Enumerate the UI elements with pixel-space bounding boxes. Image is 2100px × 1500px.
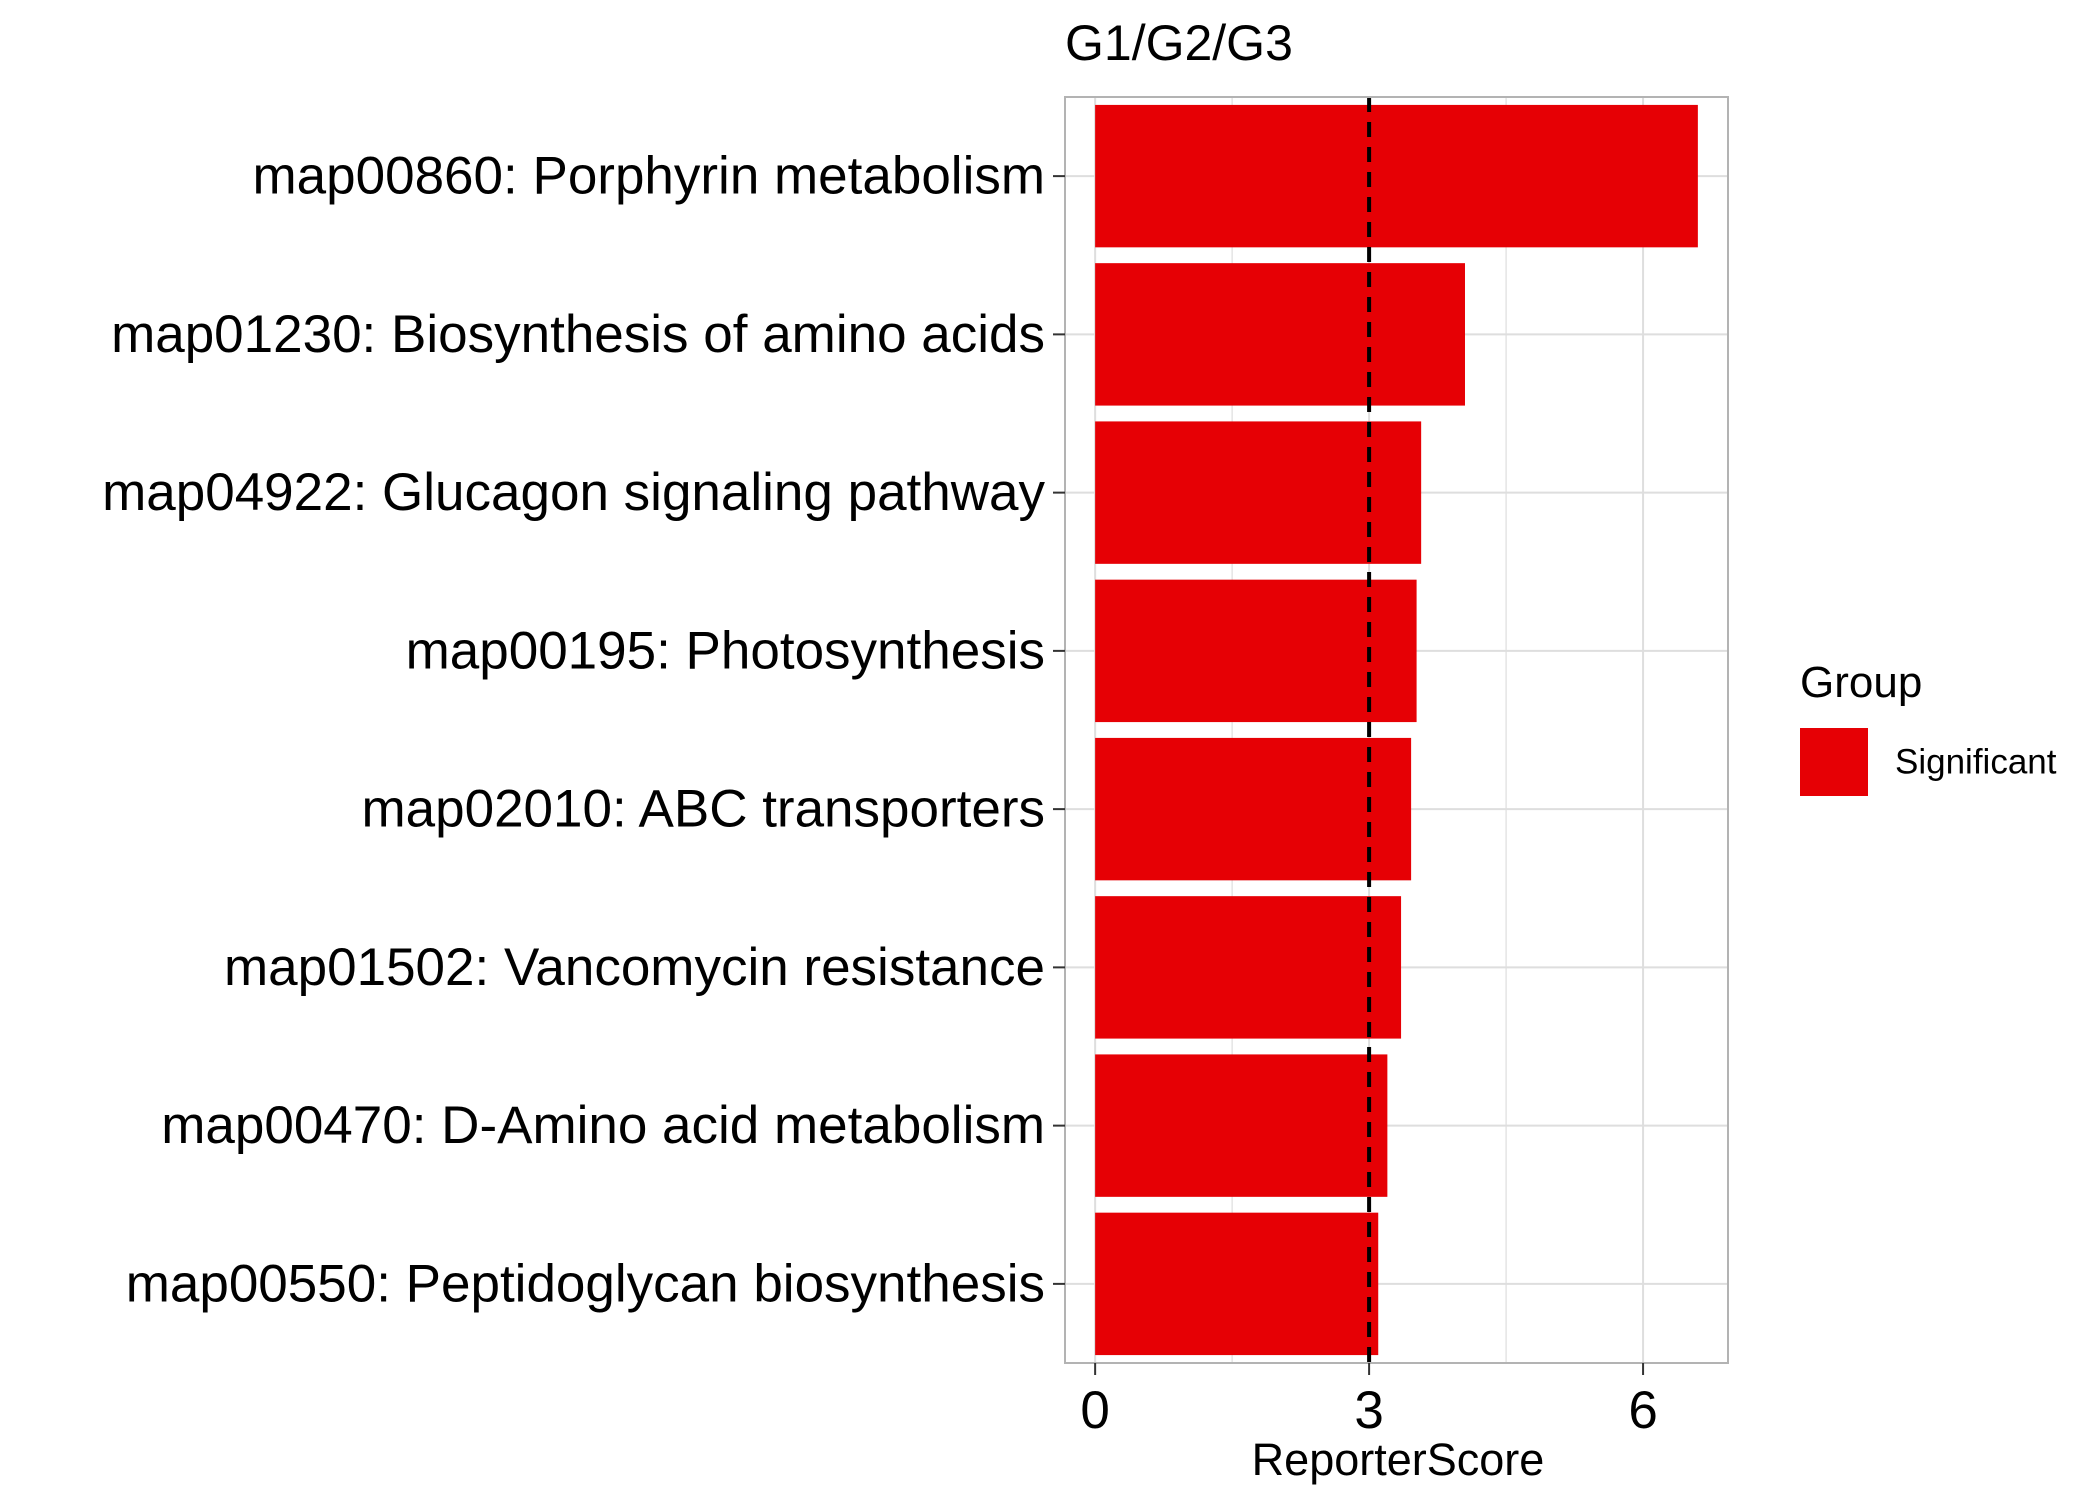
y-tick-label: map02010: ABC transporters (362, 780, 1046, 839)
y-axis: map00860: Porphyrin metabolism map01230: … (102, 147, 1065, 1313)
legend-label: Significant (1895, 743, 2057, 782)
bar (1095, 421, 1422, 564)
bars (1095, 104, 1698, 1356)
y-tick-label: map00860: Porphyrin metabolism (253, 147, 1045, 206)
bar (1095, 104, 1698, 248)
chart-title: G1/G2/G3 (1065, 15, 1293, 71)
x-axis: 0 3 6 (1080, 1363, 1658, 1440)
y-tick-label: map00550: Peptidoglycan biosynthesis (126, 1254, 1045, 1313)
bar (1095, 1212, 1379, 1356)
bar (1095, 896, 1402, 1039)
bar (1095, 737, 1412, 881)
panel-border (1064, 96, 1729, 1364)
y-tick-label: map00195: Photosynthesis (406, 621, 1045, 680)
y-tick-label: map01230: Biosynthesis of amino acids (111, 305, 1045, 364)
legend-key (1800, 728, 1868, 796)
x-axis-label: ReporterScore (1252, 1434, 1545, 1485)
legend: Group Significant (1800, 658, 2057, 796)
bar (1095, 1054, 1388, 1197)
bar (1095, 579, 1417, 723)
x-tick-label: 0 (1080, 1381, 1109, 1440)
y-tick-label: map00470: D-Amino acid metabolism (161, 1096, 1045, 1155)
legend-title: Group (1800, 658, 1922, 707)
x-tick-label: 3 (1354, 1381, 1383, 1440)
x-tick-label: 6 (1628, 1381, 1657, 1440)
bar (1095, 263, 1465, 406)
y-tick-label: map04922: Glucagon signaling pathway (102, 463, 1045, 522)
y-tick-label: map01502: Vancomycin resistance (224, 938, 1045, 997)
legend-entries: Significant (1800, 728, 2057, 796)
